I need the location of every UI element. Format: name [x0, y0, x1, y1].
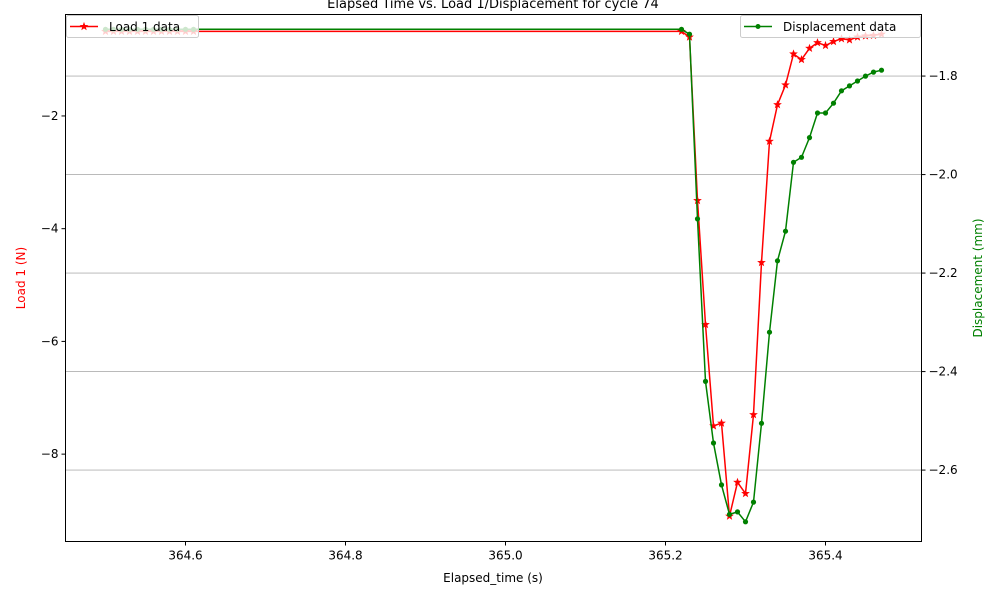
- displacement-data-point: [750, 499, 757, 505]
- load-data-point: [733, 477, 742, 487]
- displacement-data-point: [702, 378, 709, 384]
- load-data-point: [805, 43, 814, 53]
- right-y-tick-label: −1.8: [929, 69, 958, 83]
- displacement-data-point: [830, 100, 837, 106]
- load-data-point: [837, 34, 846, 43]
- load-data-point: [757, 257, 766, 267]
- left-y-tick-label: −6: [41, 334, 59, 348]
- right-y-tick-label: −2.4: [929, 365, 958, 379]
- plot-frame: [65, 14, 922, 542]
- right-y-tick-label: −2.2: [929, 266, 958, 280]
- legend-load-star-marker: [79, 21, 89, 31]
- x-axis-ticks: 364.6 364.8 365.0 365.2 365.4: [168, 541, 843, 563]
- displacement-data-point: [790, 159, 797, 165]
- load-data-point: [781, 80, 790, 89]
- displacement-data-point: [862, 73, 869, 79]
- x-axis-title: Elapsed_time (s): [443, 571, 543, 585]
- load-data-point: [789, 49, 798, 58]
- load-data-point: [773, 100, 782, 109]
- legend-displacement-label: Displacement data: [783, 20, 896, 34]
- left-y-tick-label: −4: [41, 222, 59, 236]
- right-y-axis-title: Displacement (mm): [971, 218, 985, 337]
- left-y-axis-ticks: −2 −4 −6 −8: [41, 109, 66, 461]
- left-y-tick-label: −2: [41, 109, 59, 123]
- x-tick-label: 364.6: [168, 549, 202, 563]
- load-data-point: [821, 40, 830, 50]
- displacement-data-point: [838, 88, 845, 94]
- left-y-tick-label: −8: [41, 447, 59, 461]
- left-y-axis-title: Load 1 (N): [14, 247, 28, 309]
- load-data-point: [829, 36, 838, 46]
- displacement-data-point: [726, 511, 733, 517]
- legend-displacement: Displacement data: [740, 15, 921, 38]
- load-data-point: [693, 195, 702, 205]
- displacement-data-point: [822, 110, 829, 116]
- displacement-data-point: [694, 216, 701, 222]
- load-data-point: [701, 319, 710, 329]
- displacement-data-point: [878, 67, 885, 73]
- load-data-point: [845, 35, 854, 44]
- displacement-data-point: [854, 78, 861, 84]
- displacement-data-point: [742, 519, 749, 525]
- load-data-point: [749, 410, 758, 419]
- displacement-data-point: [710, 440, 717, 446]
- load-data-point: [709, 421, 718, 430]
- legend-displacement-box: [740, 15, 921, 38]
- legend-displacement-dot-marker: [755, 24, 761, 29]
- displacement-data-point: [678, 26, 685, 32]
- displacement-data-point: [806, 135, 813, 141]
- right-y-tick-label: −2.6: [929, 463, 958, 477]
- displacement-data-point: [766, 329, 773, 335]
- displacement-data-point: [734, 509, 741, 515]
- load-data-point: [765, 136, 774, 146]
- right-y-tick-label: −2.0: [929, 168, 958, 182]
- displacement-data-point: [846, 83, 853, 89]
- load-data-point: [797, 54, 806, 64]
- grid-lines: [65, 75, 922, 471]
- x-tick-label: 365.0: [488, 549, 522, 563]
- displacement-data-point: [686, 31, 693, 37]
- displacement-data-point: [798, 154, 805, 160]
- legend-load: Load 1 data: [66, 15, 199, 38]
- legend-load-box: [66, 15, 199, 38]
- load-data-point: [813, 38, 822, 47]
- displacement-data-point: [774, 258, 781, 264]
- displacement-data-point: [814, 110, 821, 116]
- displacement-data-point: [870, 69, 877, 75]
- right-y-axis-ticks: −1.8 −2.0 −2.2 −2.4 −2.6: [921, 69, 958, 477]
- displacement-data-point: [718, 482, 725, 488]
- legend-load-label: Load 1 data: [109, 20, 180, 34]
- chart-title: Elapsed Time vs. Load 1/Displacement for…: [327, 0, 659, 12]
- load-data-point: [741, 488, 750, 498]
- x-tick-label: 364.8: [328, 549, 362, 563]
- x-tick-label: 365.4: [808, 549, 842, 563]
- displacement-data-point: [758, 420, 765, 426]
- x-tick-label: 365.2: [648, 549, 682, 563]
- displacement-data-point: [782, 228, 789, 234]
- load-data-point: [717, 418, 726, 427]
